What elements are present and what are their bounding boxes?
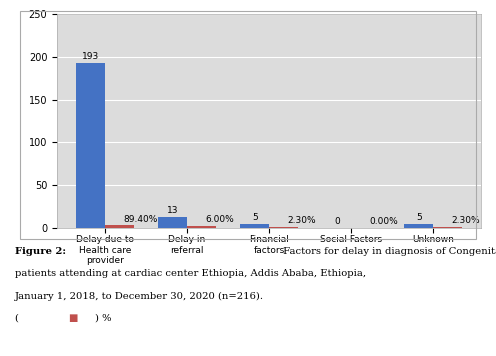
Text: 5: 5 xyxy=(252,213,257,222)
Text: (: ( xyxy=(15,314,22,323)
Text: January 1, 2018, to December 30, 2020 (n=216).: January 1, 2018, to December 30, 2020 (n… xyxy=(15,292,267,301)
Bar xyxy=(404,224,433,228)
Text: 0: 0 xyxy=(334,217,340,226)
Text: 6.00%: 6.00% xyxy=(205,215,234,224)
Bar xyxy=(187,226,216,228)
Text: 89.40%: 89.40% xyxy=(124,215,158,224)
Text: 5: 5 xyxy=(416,213,422,222)
Text: ■: ■ xyxy=(68,314,78,323)
Text: 193: 193 xyxy=(82,52,99,61)
Text: Factors for delay in diagnosis of Congenital heart disease: Factors for delay in diagnosis of Congen… xyxy=(280,247,496,256)
Bar xyxy=(158,217,187,228)
Text: 13: 13 xyxy=(167,206,179,215)
Text: ) %: ) % xyxy=(95,314,112,323)
Text: 2.30%: 2.30% xyxy=(451,216,480,225)
Bar xyxy=(269,226,298,228)
Text: patients attending at cardiac center Ethiopia, Addis Ababa, Ethiopia,: patients attending at cardiac center Eth… xyxy=(15,269,366,278)
Bar xyxy=(105,225,134,228)
Bar xyxy=(76,63,105,228)
Text: 0.00%: 0.00% xyxy=(370,217,398,226)
Bar xyxy=(241,224,269,228)
Bar xyxy=(433,226,462,228)
Text: 2.30%: 2.30% xyxy=(288,216,316,225)
Text: Figure 2:: Figure 2: xyxy=(15,247,66,256)
